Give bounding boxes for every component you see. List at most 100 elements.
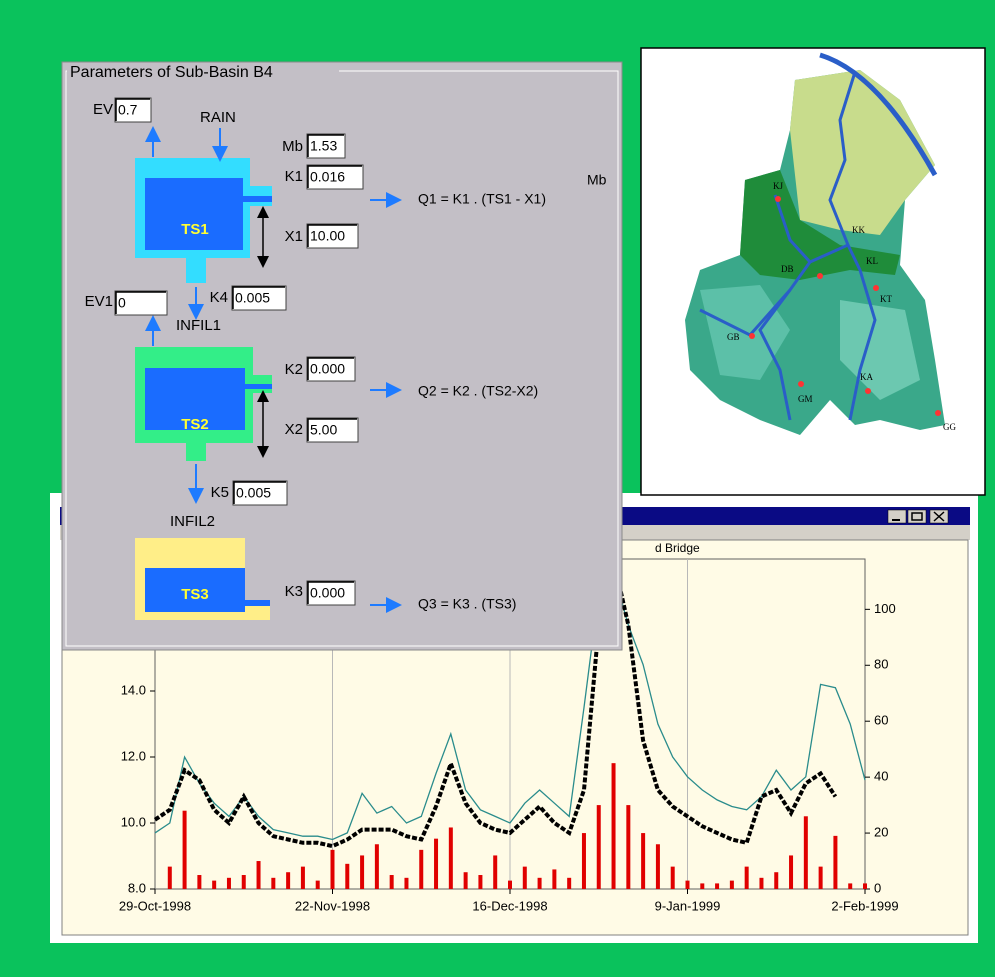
input-field[interactable]: 0.005: [232, 286, 286, 310]
field-label: K4: [210, 289, 228, 306]
rain-bar: [626, 805, 630, 889]
rain-bar: [523, 867, 527, 889]
input-field[interactable]: 1.53: [307, 134, 345, 158]
rain-bar: [508, 881, 512, 889]
rain-bar: [404, 878, 408, 889]
y-tick-label: 14.0: [121, 682, 146, 697]
field-label: K5: [211, 484, 229, 501]
station: [775, 196, 781, 202]
parameters-panel: Parameters of Sub-Basin B4 TS1 TS2 TS3: [62, 62, 622, 650]
rain-bar: [301, 867, 305, 889]
station-label: KJ: [773, 181, 783, 191]
x-tick-label: 22-Nov-1998: [295, 898, 370, 913]
input-value: 0.7: [118, 102, 138, 118]
rain-bar: [745, 867, 749, 889]
x-tick-label: 9-Jan-1999: [655, 898, 721, 913]
rain-bar: [774, 872, 778, 889]
station-label: KL: [866, 256, 878, 266]
tank-outlet-water: [245, 600, 270, 606]
field-label: Mb: [282, 138, 303, 155]
flow-label: RAIN: [200, 109, 236, 126]
tank-inner: [145, 178, 243, 250]
rain-bar: [686, 881, 690, 889]
rain-bar: [715, 883, 719, 889]
rain-bar: [257, 861, 261, 889]
station-label: KK: [852, 225, 865, 235]
y2-tick-label: 80: [874, 657, 888, 672]
rain-bar: [390, 875, 394, 889]
x-tick-label: 16-Dec-1998: [472, 898, 547, 913]
equation: Q3 = K3 . (TS3): [418, 596, 516, 612]
tank-outlet-water: [245, 384, 272, 389]
rain-bar: [271, 878, 275, 889]
input-value: 5.00: [310, 422, 337, 438]
station: [873, 285, 879, 291]
tank-label: TS2: [181, 416, 209, 433]
input-value: 0.005: [236, 485, 271, 501]
rain-bar: [789, 855, 793, 889]
input-value: 10.00: [310, 228, 345, 244]
station: [865, 388, 871, 394]
input-field[interactable]: 0.016: [307, 165, 363, 189]
input-value: 1.53: [310, 138, 337, 154]
tank-label: TS1: [181, 221, 209, 238]
rain-bar: [242, 875, 246, 889]
window-buttons[interactable]: [888, 510, 948, 523]
rain-bar: [345, 864, 349, 889]
screen: d Bridge 29-Oct-199822-Nov-199816-Dec-19…: [0, 0, 995, 977]
rain-bar: [493, 855, 497, 889]
rain-bar: [804, 816, 808, 889]
rain-bar: [671, 867, 675, 889]
station-label: KT: [880, 294, 892, 304]
rain-bar: [833, 836, 837, 889]
y2-tick-label: 60: [874, 713, 888, 728]
tank-label: TS3: [181, 586, 209, 603]
input-field[interactable]: 0.000: [307, 357, 355, 381]
rain-bar: [848, 883, 852, 889]
rain-bar: [582, 833, 586, 889]
rain-bar: [478, 875, 482, 889]
field-label: EV1: [85, 293, 113, 310]
rain-bar: [316, 881, 320, 889]
flow-label: INFIL2: [170, 513, 215, 530]
rain-bar: [863, 883, 867, 889]
rain-bar: [183, 811, 187, 889]
rain-bar: [286, 872, 290, 889]
field-label: K3: [285, 583, 303, 600]
station-label: GG: [943, 422, 956, 432]
input-field[interactable]: 0.005: [233, 481, 287, 505]
minimize-button[interactable]: [888, 510, 906, 523]
input-field[interactable]: 5.00: [307, 418, 358, 442]
rain-bar: [641, 833, 645, 889]
rain-bar: [331, 850, 335, 889]
y-tick-label: 8.0: [128, 880, 146, 895]
rain-bar: [449, 827, 453, 889]
rain-bar: [597, 805, 601, 889]
input-field[interactable]: 0.7: [115, 98, 151, 122]
rain-bar: [656, 844, 660, 889]
rain-bar: [730, 881, 734, 889]
rain-bar: [168, 867, 172, 889]
rain-bar: [227, 878, 231, 889]
rain-bar: [419, 850, 423, 889]
input-value: 0: [118, 295, 126, 311]
maximize-button[interactable]: [908, 510, 926, 523]
y2-tick-label: 0: [874, 880, 881, 895]
rain-bar: [612, 763, 616, 889]
rain-bar: [464, 872, 468, 889]
rain-bar: [552, 869, 556, 889]
input-value: 0.000: [310, 361, 345, 377]
x-tick-label: 2-Feb-1999: [831, 898, 898, 913]
input-field[interactable]: 0: [115, 291, 167, 315]
x-tick-label: 29-Oct-1998: [119, 898, 191, 913]
input-field[interactable]: 10.00: [307, 224, 358, 248]
rain-bar: [538, 878, 542, 889]
tank-pipe: [186, 256, 206, 283]
station-label: DB: [781, 264, 794, 274]
station: [935, 410, 941, 416]
y-tick-label: 10.0: [121, 814, 146, 829]
input-field[interactable]: 0.000: [307, 581, 355, 605]
tank-pipe: [186, 441, 206, 461]
rain-bar: [360, 855, 364, 889]
tank-outlet-water: [243, 196, 272, 202]
